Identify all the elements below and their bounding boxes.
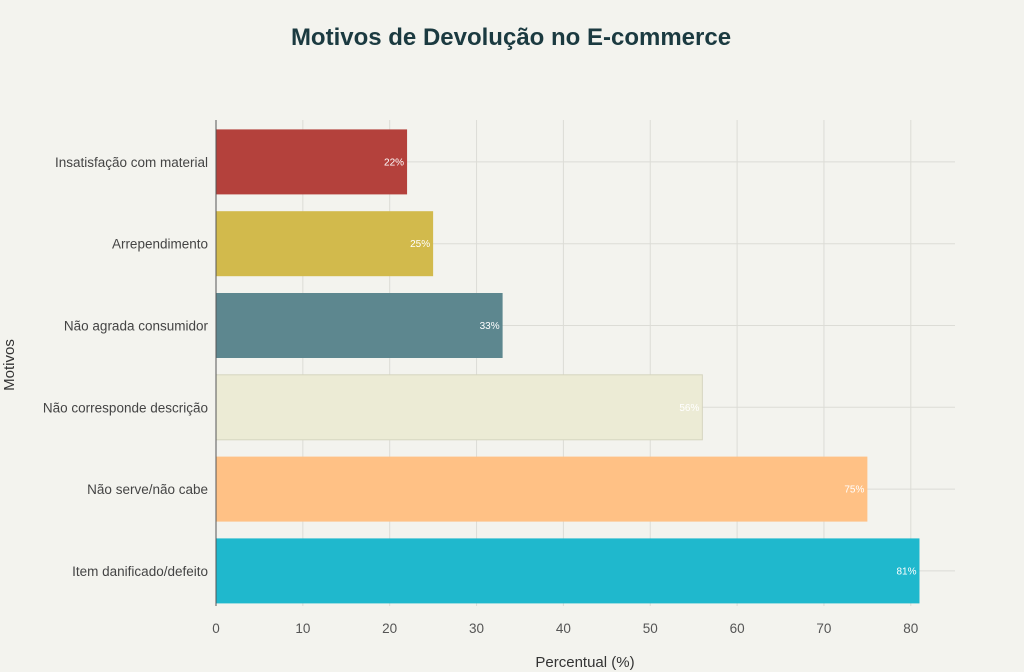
bar-value-label: 75%	[844, 485, 864, 496]
bar-value-label: 22%	[384, 157, 404, 168]
bar	[216, 293, 503, 358]
x-tick-label: 60	[730, 621, 745, 636]
chart-title: Motivos de Devolução no E-commerce	[291, 24, 731, 51]
bar-value-label: 81%	[896, 566, 916, 577]
y-axis-label: Motivos	[1, 339, 18, 391]
category-label: Arrependimento	[112, 237, 208, 252]
x-tick-label: 40	[556, 621, 571, 636]
bar	[216, 211, 434, 277]
x-tick-label: 20	[382, 621, 397, 636]
x-tick-label: 50	[643, 621, 658, 636]
category-label: Não agrada consumidor	[64, 319, 209, 334]
category-label: Item danificado/defeito	[72, 564, 208, 579]
category-label: Não serve/não cabe	[87, 482, 208, 497]
category-label: Insatisfação com material	[55, 155, 208, 170]
bars	[215, 129, 920, 604]
x-tick-labels: 0 10 20 30 40 50 60 70 80	[212, 621, 918, 636]
bar-value-label: 56%	[679, 403, 699, 414]
x-axis-label: Percentual (%)	[535, 654, 634, 671]
x-tick-label: 70	[816, 621, 831, 636]
bar	[216, 129, 408, 195]
category-label: Não corresponde descrição	[43, 400, 208, 415]
x-tick-label: 80	[903, 621, 918, 636]
bar	[216, 538, 920, 604]
bar	[216, 456, 868, 522]
bar	[215, 374, 703, 441]
bar-value-label: 33%	[480, 321, 500, 332]
data-labels: 22% 25% 33% 56% 75% 81%	[384, 157, 917, 577]
bar-value-label: 25%	[410, 239, 430, 250]
category-labels: Insatisfação com material Arrependimento N…	[43, 155, 209, 579]
x-tick-label: 0	[212, 621, 220, 636]
x-tick-label: 10	[295, 621, 310, 636]
x-tick-label: 30	[469, 621, 484, 636]
